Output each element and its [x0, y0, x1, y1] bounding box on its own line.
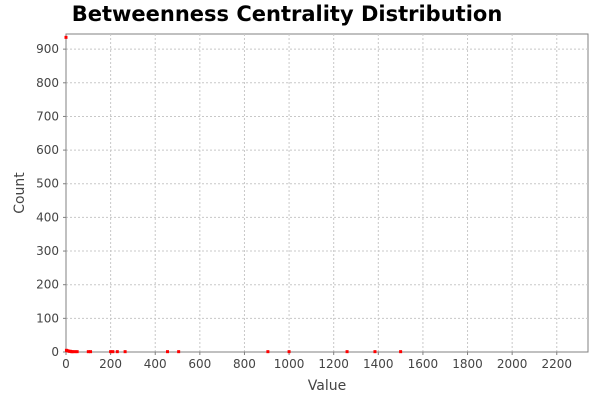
x-axis-label: Value [308, 378, 346, 394]
data-point [111, 350, 115, 354]
x-tick-label: 1000 [274, 357, 305, 371]
chart-title: Betweenness Centrality Distribution [71, 2, 503, 26]
x-tick-label: 400 [144, 357, 167, 371]
y-tick-label: 300 [36, 244, 59, 258]
y-tick-label: 800 [36, 76, 59, 90]
axes: 0 200 400 600 800 1000 1200 1400 1600 1800 2000 220… [36, 34, 588, 371]
y-tick-label: 700 [36, 109, 59, 123]
y-axis-label: Count [12, 172, 28, 214]
data-point [73, 350, 77, 354]
y-tick-label: 500 [36, 177, 59, 191]
data-point [177, 350, 181, 354]
data-points [64, 35, 403, 354]
data-point [71, 350, 75, 354]
x-tick-label: 1800 [452, 357, 483, 371]
data-point [123, 350, 127, 354]
data-point [109, 350, 113, 354]
plot-area [65, 33, 589, 353]
x-tick-label: 1600 [408, 357, 439, 371]
y-tick-label: 100 [36, 311, 59, 325]
data-point [166, 350, 169, 354]
y-tick-label: 0 [51, 345, 59, 359]
data-point [287, 350, 291, 354]
x-tick-label: 600 [188, 357, 211, 371]
data-point [89, 350, 93, 354]
data-point [345, 350, 349, 354]
data-point [373, 350, 377, 354]
data-point [75, 350, 79, 354]
x-tick-label: 200 [99, 357, 122, 371]
grid-lines [66, 34, 588, 352]
x-tick-label: 1200 [318, 357, 349, 371]
y-tick-label: 200 [36, 278, 59, 292]
data-point [115, 350, 119, 354]
y-tick-label: 400 [36, 210, 59, 224]
y-tick-label: 600 [36, 143, 59, 157]
y-tick-label: 900 [36, 42, 59, 56]
data-point [86, 350, 90, 354]
x-tick-label: 2200 [541, 357, 572, 371]
x-tick-label: 2000 [497, 357, 528, 371]
data-point [266, 350, 270, 354]
data-point [64, 35, 68, 39]
data-point [399, 350, 403, 354]
x-tick-label: 0 [62, 357, 70, 371]
x-tick-label: 1400 [363, 357, 394, 371]
x-tick-label: 800 [233, 357, 256, 371]
